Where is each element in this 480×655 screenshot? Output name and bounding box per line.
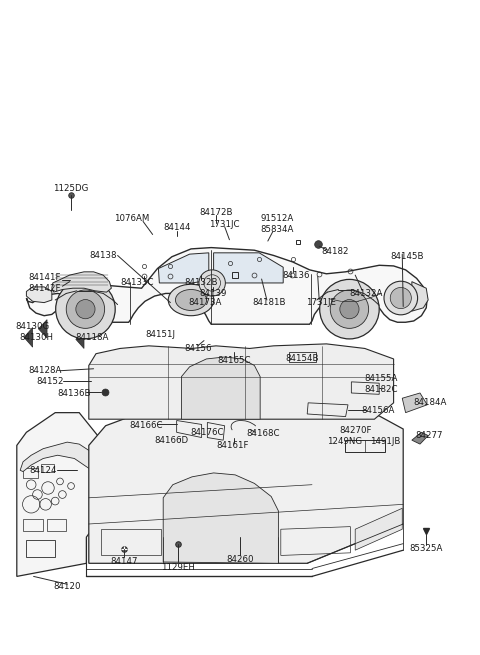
Circle shape <box>56 280 115 339</box>
Polygon shape <box>163 473 278 563</box>
Text: 84152: 84152 <box>36 377 64 386</box>
Text: 84132A: 84132A <box>349 289 383 298</box>
Text: 84130H: 84130H <box>19 333 53 343</box>
Text: 1076AM: 1076AM <box>114 214 150 223</box>
Text: 84182: 84182 <box>321 247 349 256</box>
Polygon shape <box>38 320 47 338</box>
Polygon shape <box>76 330 84 348</box>
Text: 84260: 84260 <box>226 555 254 564</box>
Text: 84155A: 84155A <box>364 374 397 383</box>
Circle shape <box>320 280 379 339</box>
Text: 84154B: 84154B <box>286 354 319 364</box>
Text: 84270F: 84270F <box>339 426 372 435</box>
Text: 1129EH: 1129EH <box>161 563 194 572</box>
Text: 84138: 84138 <box>89 251 117 260</box>
Polygon shape <box>158 253 209 283</box>
Text: 84136B: 84136B <box>58 388 91 398</box>
Polygon shape <box>26 287 52 303</box>
Polygon shape <box>402 393 427 413</box>
Text: 84124: 84124 <box>29 466 57 475</box>
Text: 1249NG: 1249NG <box>327 437 362 446</box>
Text: 84145B: 84145B <box>390 252 424 261</box>
Polygon shape <box>181 357 260 419</box>
Text: 84182C: 84182C <box>365 385 398 394</box>
Text: 84166C: 84166C <box>130 421 163 430</box>
Text: 84128A: 84128A <box>28 366 61 375</box>
Text: 84130G: 84130G <box>15 322 50 331</box>
Polygon shape <box>26 248 427 324</box>
Polygon shape <box>412 432 428 444</box>
Polygon shape <box>24 328 33 347</box>
Text: 84184A: 84184A <box>413 398 446 407</box>
Text: 85325A: 85325A <box>409 544 443 553</box>
Polygon shape <box>412 282 428 311</box>
Text: 91512A: 91512A <box>261 214 294 223</box>
Text: 1731JC: 1731JC <box>209 219 240 229</box>
Text: 84141F: 84141F <box>28 273 60 282</box>
Text: 84165C: 84165C <box>217 356 251 365</box>
Polygon shape <box>355 508 402 550</box>
Text: 84139: 84139 <box>199 289 227 298</box>
Text: 84144: 84144 <box>163 223 191 233</box>
Text: 84151J: 84151J <box>146 329 176 339</box>
Polygon shape <box>52 272 111 292</box>
Polygon shape <box>89 344 394 419</box>
Text: 1491JB: 1491JB <box>370 437 400 446</box>
Text: 84161F: 84161F <box>216 441 249 450</box>
Circle shape <box>390 288 411 309</box>
Ellipse shape <box>168 284 214 316</box>
Circle shape <box>66 290 105 328</box>
Text: 84147: 84147 <box>110 557 138 567</box>
Text: 1731JE: 1731JE <box>306 298 336 307</box>
Polygon shape <box>20 442 103 472</box>
Circle shape <box>384 281 418 315</box>
Text: 84136: 84136 <box>282 271 310 280</box>
Text: 84132B: 84132B <box>184 278 217 288</box>
Text: 84118A: 84118A <box>75 333 109 343</box>
Circle shape <box>330 290 369 328</box>
Ellipse shape <box>199 270 226 296</box>
Ellipse shape <box>176 290 207 310</box>
Text: 84142F: 84142F <box>28 284 60 293</box>
Text: 84120: 84120 <box>53 582 81 591</box>
Text: 84277: 84277 <box>416 431 444 440</box>
Text: 84166D: 84166D <box>155 436 189 445</box>
Text: 84173A: 84173A <box>189 298 222 307</box>
Text: 84168C: 84168C <box>246 429 280 438</box>
Polygon shape <box>17 413 106 576</box>
Circle shape <box>76 299 95 319</box>
Text: 84176C: 84176C <box>191 428 224 437</box>
Text: 84156A: 84156A <box>361 405 395 415</box>
Text: 84181B: 84181B <box>252 298 286 307</box>
Text: 1125DG: 1125DG <box>53 184 89 193</box>
Polygon shape <box>89 405 403 563</box>
Text: 84133C: 84133C <box>120 278 154 288</box>
Polygon shape <box>214 253 283 283</box>
Text: 84172B: 84172B <box>199 208 233 217</box>
Text: 85834A: 85834A <box>261 225 294 234</box>
Circle shape <box>340 299 359 319</box>
Text: 84156: 84156 <box>184 344 212 353</box>
